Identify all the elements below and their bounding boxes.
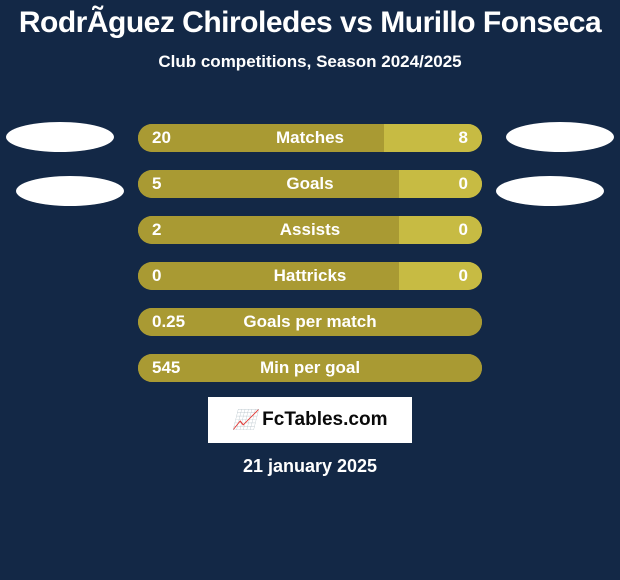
- stat-bar-right: [399, 216, 482, 244]
- stat-label: Assists: [280, 220, 340, 240]
- stat-label: Min per goal: [260, 358, 360, 378]
- stat-value-right: 0: [459, 220, 468, 240]
- stat-bar-left: [138, 262, 399, 290]
- page-title: RodrÃ­guez Chiroledes vs Murillo Fonseca: [0, 0, 620, 40]
- stat-value-left: 0.25: [152, 312, 185, 332]
- stat-label: Goals per match: [243, 312, 376, 332]
- player-left-oval-2: [16, 176, 124, 206]
- stat-bar-right: [399, 262, 482, 290]
- stat-value-left: 20: [152, 128, 171, 148]
- stat-row: 5 0 Goals: [138, 170, 482, 198]
- stat-value-right: 0: [459, 174, 468, 194]
- player-right-oval-1: [506, 122, 614, 152]
- stat-row: 0.25 Goals per match: [138, 308, 482, 336]
- stat-row: 2 0 Assists: [138, 216, 482, 244]
- player-right-oval-2: [496, 176, 604, 206]
- player-left-oval-1: [6, 122, 114, 152]
- stat-value-left: 0: [152, 266, 161, 286]
- comparison-card: RodrÃ­guez Chiroledes vs Murillo Fonseca…: [0, 0, 620, 580]
- stat-bar-left: [138, 170, 399, 198]
- chart-icon: 📈: [233, 408, 257, 432]
- stat-value-left: 5: [152, 174, 161, 194]
- stats-bars: 208Matches50Goals20Assists00Hattricks0.2…: [138, 124, 482, 400]
- stat-bar-left: [138, 216, 399, 244]
- stat-bar-right: [399, 170, 482, 198]
- stat-value-right: 8: [459, 128, 468, 148]
- stat-label: Matches: [276, 128, 344, 148]
- stat-bar-left: [138, 124, 384, 152]
- stat-value-right: 0: [459, 266, 468, 286]
- subtitle: Club competitions, Season 2024/2025: [0, 52, 620, 72]
- stat-row: 20 8 Matches: [138, 124, 482, 152]
- stat-value-left: 545: [152, 358, 180, 378]
- stat-row: 545 Min per goal: [138, 354, 482, 382]
- stat-value-left: 2: [152, 220, 161, 240]
- stat-row: 0 0 Hattricks: [138, 262, 482, 290]
- source-logo-text: FcTables.com: [262, 409, 387, 431]
- stat-label: Goals: [286, 174, 333, 194]
- footer-date: 21 january 2025: [243, 456, 377, 477]
- stat-label: Hattricks: [274, 266, 347, 286]
- source-logo: 📈 FcTables.com: [208, 397, 412, 443]
